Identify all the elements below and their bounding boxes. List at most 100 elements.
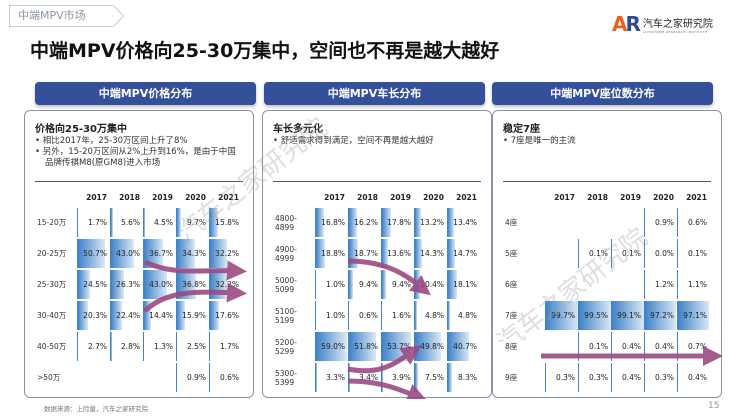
bullet-item: • 相比2017年，25-30万区间上升了8% — [35, 136, 188, 146]
cell-value: 51.8% — [354, 342, 378, 351]
value-bar — [644, 301, 677, 330]
cell-value: 0.3% — [654, 373, 674, 382]
table-cell: 14.7% — [447, 238, 480, 269]
table-row: 5000-5099 1.0% 9.4% 9.4% 10.4% 18.1% — [269, 269, 480, 300]
table-cell: 1.7% — [209, 331, 242, 362]
row-label: 9座 — [505, 373, 518, 382]
row-label: 5200-5299 — [275, 337, 297, 356]
table-cell: 0.3% — [644, 362, 677, 393]
cell-value: 24.5% — [83, 280, 107, 289]
year-header: 2017 — [86, 192, 107, 202]
cell-value: 4.8% — [424, 311, 444, 320]
value-bar — [381, 270, 387, 299]
value-bar — [176, 332, 178, 361]
logo-name: 汽车之家研究院 — [642, 18, 713, 30]
table-cell: 0.3% — [578, 362, 611, 393]
page-title: 中端MPV价格向25-30万集中，空间也不再是越大越好 — [30, 40, 500, 62]
value-bar — [677, 239, 678, 268]
table-cell: 59.0% — [315, 331, 348, 362]
cell-value: 5.6% — [120, 218, 140, 227]
value-bar — [677, 301, 710, 330]
table-cell: 9.7% — [176, 207, 209, 238]
table-cell: 1.6% — [381, 300, 414, 331]
value-bar — [611, 363, 612, 392]
cell-value: 0.9% — [654, 218, 674, 227]
table-cell: 3.3% — [315, 362, 348, 393]
table-cell: 15.9% — [176, 300, 209, 331]
table-cell: 13.2% — [414, 207, 447, 238]
value-bar — [677, 208, 678, 237]
cell-value: 4.8% — [457, 311, 477, 320]
cell-value: 18.1% — [453, 280, 477, 289]
value-bar — [315, 301, 316, 330]
cell-value: 0.7% — [687, 342, 707, 351]
table-cell: 1.3% — [143, 331, 176, 362]
table-row: 30-40万 20.3% 22.4% 14.4% 15.9% 17.6% — [31, 300, 242, 331]
bullet-text: 7座是唯一的主流 — [510, 136, 576, 146]
value-bar — [677, 270, 678, 299]
logo: AR 汽车之家研究院 AUTOHOME RESEARCH INSTITUTE — [612, 12, 713, 36]
cell-value: 0.3% — [588, 373, 608, 382]
value-bar — [611, 301, 644, 330]
row-label: >50万 — [37, 373, 61, 382]
cell-value: 1.7% — [219, 342, 239, 351]
table-row: 4座 0.9% 0.6% — [499, 207, 710, 238]
cell-value: 97.1% — [683, 311, 707, 320]
logo-sub: AUTOHOME RESEARCH INSTITUTE — [642, 29, 708, 34]
cell-value: 2.7% — [87, 342, 107, 351]
table-cell: 17.6% — [209, 300, 242, 331]
bullet-item: • 7座是唯一的主流 — [503, 136, 576, 146]
table-cell: 0.1% — [578, 331, 611, 362]
value-bar — [143, 301, 151, 330]
value-bar — [143, 208, 146, 237]
table-cell: 16.2% — [348, 207, 381, 238]
year-header: 2019 — [390, 192, 411, 202]
row-label: 4座 — [505, 218, 518, 227]
panel-seats: 稳定7座 • 7座是唯一的主流 2017 2018 2019 2020 2021 4座 0.9%… — [492, 110, 723, 398]
cell-value: 0.1% — [588, 249, 608, 258]
value-bar — [414, 239, 422, 268]
value-bar — [348, 208, 357, 237]
table-cell: 16.8% — [315, 207, 348, 238]
value-bar — [644, 239, 645, 268]
value-bar — [348, 363, 350, 392]
panel-heading: 车长多元化 — [273, 124, 323, 135]
corner — [499, 187, 545, 207]
value-bar — [447, 239, 456, 268]
cell-value: 53.7% — [387, 342, 411, 351]
row-label: 20-25万 — [37, 249, 67, 258]
table-cell: 43.0% — [143, 269, 176, 300]
cell-value: 97.2% — [650, 311, 674, 320]
table-row: 5100-5199 1.0% 0.6% 1.6% 4.8% 4.8% — [269, 300, 480, 331]
table-cell: 40.7% — [447, 331, 480, 362]
row-label: 5000-5099 — [275, 275, 297, 294]
table-cell: 26.3% — [110, 269, 143, 300]
table-cell: 10.4% — [414, 269, 447, 300]
row-label: 6座 — [505, 280, 518, 289]
year-header: 2017 — [554, 192, 575, 202]
year-header: 2021 — [686, 192, 707, 202]
cell-value: 17.6% — [215, 311, 239, 320]
bullet-text: 舒适需求得到满足，空间不再是越大越好 — [280, 136, 434, 146]
cell-value: 10.4% — [420, 280, 444, 289]
cell-value: 15.8% — [215, 218, 239, 227]
table-cell: 53.7% — [381, 331, 414, 362]
value-bar — [209, 208, 218, 237]
table-cell: 97.2% — [644, 300, 677, 331]
row-label: 4900-4999 — [275, 244, 297, 263]
row-label: 25-30万 — [37, 280, 67, 289]
cell-value: 32.2% — [215, 280, 239, 289]
section-tag: 中端MPV市场 — [9, 5, 113, 27]
cell-value: 9.7% — [186, 218, 206, 227]
cell-value: 13.2% — [420, 218, 444, 227]
year-header: 2018 — [357, 192, 378, 202]
value-bar — [348, 239, 359, 268]
year-header: 2020 — [653, 192, 674, 202]
cell-value: 0.6% — [219, 373, 239, 382]
value-bar — [611, 239, 612, 268]
table-cell: 0.7% — [677, 331, 710, 362]
cell-value: 36.8% — [182, 280, 206, 289]
table-cell: 0.1% — [578, 238, 611, 269]
table-cell: 1.0% — [315, 300, 348, 331]
bullet-text: 另外，15-20万区间从2%上升到16%，是由于中国品牌传祺M8(原GM8)进入… — [42, 147, 236, 168]
